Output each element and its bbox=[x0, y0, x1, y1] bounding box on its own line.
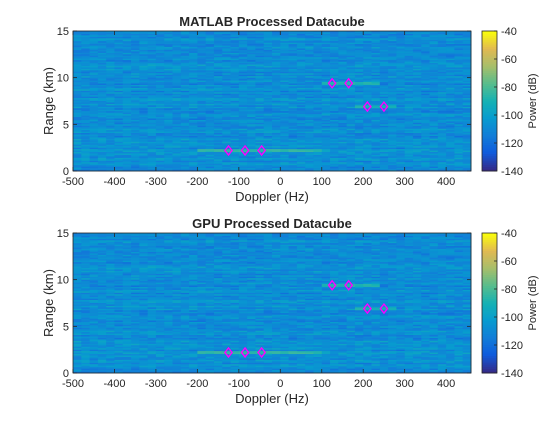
panel-gpu: GPU Processed Datacube Doppler (Hz) Rang… bbox=[41, 216, 539, 406]
x-tick-label: -100 bbox=[228, 176, 250, 188]
colorbar-tick-label: -60 bbox=[501, 54, 517, 66]
x-tick-label: 0 bbox=[277, 176, 283, 188]
colorbar: -140 -120 -100 -80 -60 -40 bbox=[482, 26, 523, 178]
heatmap-image bbox=[73, 233, 471, 373]
colorbar-label: Power (dB) bbox=[527, 73, 539, 128]
y-axis-label: Range (km) bbox=[41, 67, 56, 135]
x-axis-label: Doppler (Hz) bbox=[235, 391, 309, 406]
y-tick-label: 5 bbox=[63, 119, 69, 131]
colorbar-tick-label: -40 bbox=[501, 26, 517, 38]
y-tick-label: 15 bbox=[57, 26, 69, 38]
chart-title: GPU Processed Datacube bbox=[192, 216, 352, 231]
panel-matlab: MATLAB Processed Datacube Doppler (Hz) R… bbox=[41, 14, 539, 204]
x-tick-label: 200 bbox=[354, 176, 372, 188]
y-tick-label: 0 bbox=[63, 166, 69, 178]
x-tick-label: -300 bbox=[145, 176, 167, 188]
x-tick-label: -400 bbox=[103, 176, 125, 188]
colorbar-tick-label: -80 bbox=[501, 82, 517, 94]
x-tick-label: 400 bbox=[437, 176, 455, 188]
y-axis-label: Range (km) bbox=[41, 269, 56, 337]
x-tick-label: 300 bbox=[395, 176, 413, 188]
x-tick-label: -200 bbox=[186, 176, 208, 188]
y-tick-label: 10 bbox=[57, 73, 69, 85]
colorbar-tick-label: -140 bbox=[501, 166, 523, 178]
chart-title: MATLAB Processed Datacube bbox=[179, 14, 364, 29]
x-tick-label: 100 bbox=[313, 176, 331, 188]
x-axis-label: Doppler (Hz) bbox=[235, 189, 309, 204]
colorbar-label: Power (dB) bbox=[527, 275, 539, 330]
colorbar-tick-label: -100 bbox=[501, 110, 523, 122]
colorbar-tick-label: -120 bbox=[501, 138, 523, 150]
colorbar-segment bbox=[482, 31, 497, 34]
heatmap-image bbox=[73, 31, 471, 171]
